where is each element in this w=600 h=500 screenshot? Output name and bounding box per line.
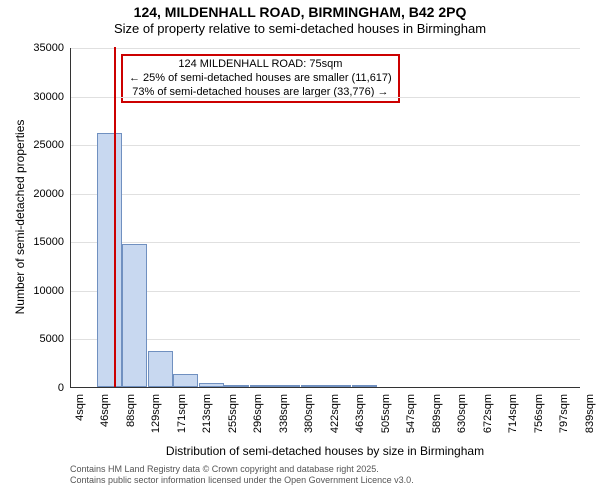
x-tick-label: 672sqm <box>482 394 494 433</box>
gridline <box>71 48 580 49</box>
histogram-bar <box>199 383 224 387</box>
chart-subtitle: Size of property relative to semi-detach… <box>0 21 600 37</box>
gridline <box>71 291 580 292</box>
x-tick-label: 797sqm <box>559 394 571 433</box>
y-axis-label: Number of semi-detached properties <box>13 67 27 367</box>
histogram-bar <box>224 385 249 387</box>
x-tick-label: 463sqm <box>355 394 367 433</box>
y-tick-label: 25000 <box>14 139 64 151</box>
footer-line: Contains HM Land Registry data © Crown c… <box>70 464 414 475</box>
x-tick-label: 296sqm <box>253 394 265 433</box>
histogram-chart: 124, MILDENHALL ROAD, BIRMINGHAM, B42 2P… <box>0 0 600 500</box>
annotation-line: 124 MILDENHALL ROAD: 75sqm <box>129 58 392 72</box>
gridline <box>71 339 580 340</box>
chart-title: 124, MILDENHALL ROAD, BIRMINGHAM, B42 2P… <box>0 0 600 21</box>
y-tick-label: 0 <box>14 382 64 394</box>
y-tick-label: 10000 <box>14 285 64 297</box>
x-tick-label: 213sqm <box>202 394 214 433</box>
histogram-bar <box>122 244 147 387</box>
reference-line <box>114 47 116 387</box>
x-tick-label: 589sqm <box>431 394 443 433</box>
chart-footer: Contains HM Land Registry data © Crown c… <box>70 464 414 486</box>
gridline <box>71 145 580 146</box>
x-tick-label: 129sqm <box>151 394 163 433</box>
x-tick-label: 4sqm <box>74 394 86 421</box>
histogram-bar <box>275 385 300 387</box>
x-tick-label: 630sqm <box>457 394 469 433</box>
histogram-bar <box>352 385 377 387</box>
y-tick-label: 30000 <box>14 91 64 103</box>
x-tick-label: 88sqm <box>125 394 137 427</box>
x-axis-label: Distribution of semi-detached houses by … <box>70 444 580 458</box>
x-tick-label: 380sqm <box>304 394 316 433</box>
x-tick-label: 338sqm <box>278 394 290 433</box>
x-tick-label: 714sqm <box>508 394 520 433</box>
x-tick-label: 422sqm <box>329 394 341 433</box>
x-tick-label: 505sqm <box>380 394 392 433</box>
annotation-line: ← 25% of semi-detached houses are smalle… <box>129 72 392 86</box>
y-tick-label: 15000 <box>14 236 64 248</box>
histogram-bar <box>97 133 122 388</box>
y-tick-label: 35000 <box>14 42 64 54</box>
gridline <box>71 242 580 243</box>
footer-line: Contains public sector information licen… <box>70 475 414 486</box>
histogram-bar <box>326 385 351 387</box>
y-tick-label: 20000 <box>14 188 64 200</box>
gridline <box>71 194 580 195</box>
plot-area: 124 MILDENHALL ROAD: 75sqm← 25% of semi-… <box>70 48 580 388</box>
y-tick-label: 5000 <box>14 333 64 345</box>
x-tick-label: 46sqm <box>100 394 112 427</box>
x-tick-label: 255sqm <box>227 394 239 433</box>
histogram-bar <box>301 385 326 387</box>
histogram-bar <box>173 374 198 387</box>
histogram-bar <box>148 351 173 387</box>
gridline <box>71 97 580 98</box>
x-tick-label: 839sqm <box>584 394 596 433</box>
histogram-bar <box>250 385 275 387</box>
x-tick-label: 171sqm <box>176 394 188 433</box>
x-tick-label: 756sqm <box>533 394 545 433</box>
x-tick-label: 547sqm <box>406 394 418 433</box>
